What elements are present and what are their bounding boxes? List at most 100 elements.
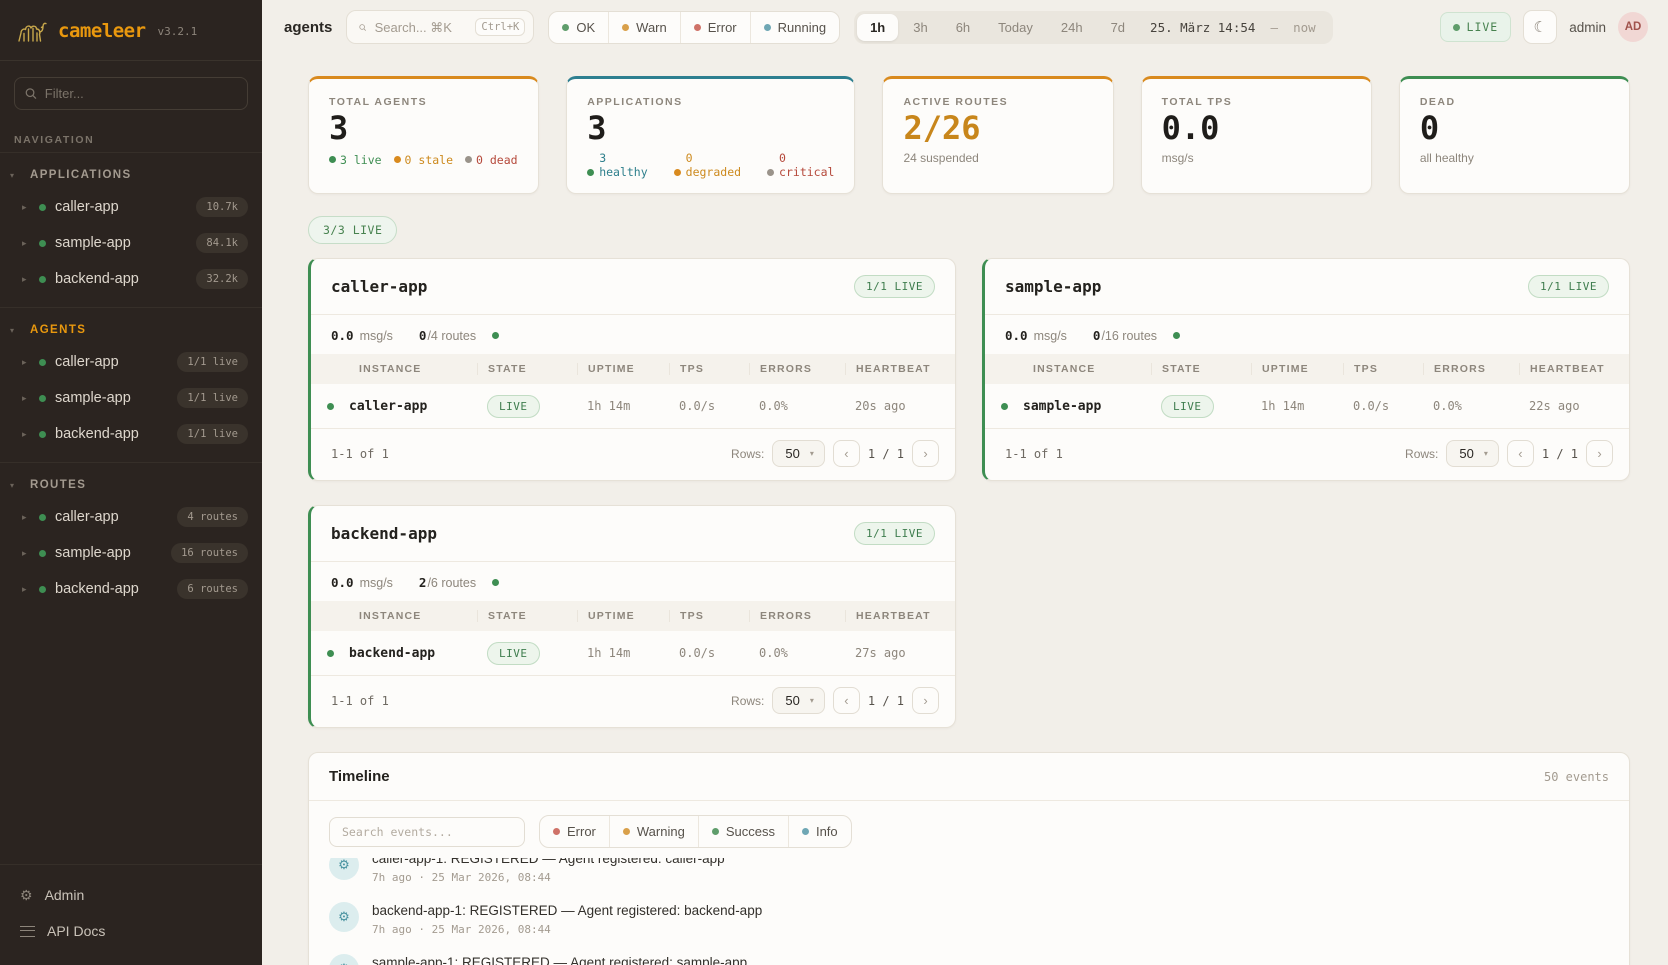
chevron-right-icon: ▸ [22,237,27,248]
chevron-right-icon: ▸ [22,201,27,212]
sidebar-item-admin[interactable]: ⚙ Admin [20,887,85,903]
next-page-button[interactable]: › [912,687,939,714]
app-live-badge: 1/1 LIVE [854,522,935,545]
user-name: admin [1569,19,1606,35]
filter-running-button[interactable]: Running [749,11,839,43]
next-page-button[interactable]: › [912,440,939,467]
count-badge: 32.2k [196,269,248,289]
avatar[interactable]: AD [1618,12,1648,42]
sidebar-item-agents-backend-app[interactable]: ▸ backend-app 1/1 live [0,416,262,452]
section-header-applications[interactable]: ▾ APPLICATIONS [0,159,262,189]
stat-sub: all healthy [1419,150,1474,165]
range-24h-button[interactable]: 24h [1048,14,1096,41]
prev-page-button[interactable]: ‹ [832,687,860,714]
content: TOTAL AGENTS 3 3 live 0 stale 0 dead APP… [262,54,1668,965]
live-status-badge: LIVE [1439,12,1512,42]
prev-page-button[interactable]: ‹ [1506,440,1534,467]
search-icon [25,88,37,99]
column-header: STATE [477,610,577,622]
caret-down-icon: ▾ [10,325,15,335]
status-filter-group: OK Warn Error Running [548,10,841,44]
next-page-button[interactable]: › [1586,440,1613,467]
state-badge: LIVE [487,642,540,665]
timeline-events-list[interactable]: ⚙ caller-app-1: REGISTERED — Agent regis… [309,858,1629,965]
sidebar-item-routes-caller-app[interactable]: ▸ caller-app 4 routes [0,499,262,535]
apps-grid: caller-app 1/1 LIVE 0.0 msg/s 0/4 routes… [308,258,1630,728]
prev-page-button[interactable]: ‹ [832,440,860,467]
table-row[interactable]: caller-app LIVE 1h 14m 0.0/s 0.0% 20s ag… [311,384,955,429]
column-header: UPTIME [577,363,669,375]
section-header-agents[interactable]: ▾ AGENTS [0,314,262,344]
column-header: UPTIME [577,610,669,622]
sidebar-section-agents: ▾ AGENTS ▸ caller-app 1/1 live ▸ sample-… [0,307,262,462]
status-dot [39,549,46,557]
caret-down-icon: ▾ [10,170,15,180]
app-stats-line: 0.0 msg/s 0/16 routes [985,315,1629,354]
filter-warning-button[interactable]: Warning [608,816,698,847]
filter-error-button[interactable]: Error [540,816,609,847]
app-live-badge: 1/1 LIVE [1528,275,1609,298]
section-header-routes[interactable]: ▾ ROUTES [0,469,262,499]
sidebar-item-applications-caller-app[interactable]: ▸ caller-app 10.7k [0,189,262,225]
range-1h-button[interactable]: 1h [857,13,899,41]
sidebar-footer: ⚙ Admin API Docs [0,864,262,965]
table-row[interactable]: sample-app LIVE 1h 14m 0.0/s 0.0% 22s ag… [985,384,1629,429]
status-dot [39,358,46,366]
sidebar-section-routes: ▾ ROUTES ▸ caller-app 4 routes ▸ sample-… [0,462,262,617]
chevron-right-icon: ▸ [22,511,27,522]
rows-per-page-select[interactable]: 50 ▾ [772,440,825,467]
rows-per-page-select[interactable]: 50 ▾ [1446,440,1499,467]
filter-success-button[interactable]: Success [697,816,788,847]
sidebar-item-applications-backend-app[interactable]: ▸ backend-app 32.2k [0,261,262,297]
global-search-input[interactable] [374,19,468,35]
table-footer: 1-1 of 1 Rows: 50 ▾ ‹ 1 / 1 › [985,429,1629,480]
brand-version: v3.2.1 [157,24,198,38]
column-header: UPTIME [1251,363,1343,375]
brand[interactable]: cameleer v3.2.1 [0,0,262,61]
caret-down-icon: ▾ [809,696,814,705]
timeline-event[interactable]: ⚙ caller-app-1: REGISTERED — Agent regis… [329,858,1609,893]
status-dot [39,430,46,438]
stats-row: TOTAL AGENTS 3 3 live 0 stale 0 dead APP… [308,76,1630,194]
chevron-left-icon: ‹ [844,446,849,461]
column-header: HEARTBEAT [845,610,955,622]
filter-ok-button[interactable]: OK [549,12,608,43]
rows-per-page-select[interactable]: 50 ▾ [772,687,825,714]
status-dot [39,275,46,283]
filter-error-button[interactable]: Error [679,11,750,43]
filter-info-button[interactable]: Info [787,816,851,847]
sidebar-filter-input[interactable] [44,86,237,101]
theme-toggle-button[interactable]: ☾ [1523,10,1558,44]
chevron-left-icon: ‹ [1518,446,1523,461]
chevron-right-icon: › [1597,446,1602,461]
sidebar-item-routes-sample-app[interactable]: ▸ sample-app 16 routes [0,535,262,571]
section-title: AGENTS [30,324,87,336]
error-dot [693,23,701,31]
apps-critical-part: 0 critical [767,151,834,180]
filter-warn-button[interactable]: Warn [608,11,680,43]
status-dot [39,394,46,402]
sidebar-item-api-docs[interactable]: API Docs [0,913,262,949]
timeline-search-input[interactable] [342,824,512,839]
navigation-label: NAVIGATION [14,134,95,146]
page-indicator: 1 / 1 [1541,446,1578,461]
stat-value: 0.0 [1161,109,1220,147]
timeline-event[interactable]: ⚙ backend-app-1: REGISTERED — Agent regi… [329,893,1609,945]
table-row[interactable]: backend-app LIVE 1h 14m 0.0/s 0.0% 27s a… [311,631,955,676]
status-dot [39,513,46,521]
sidebar-item-agents-sample-app[interactable]: ▸ sample-app 1/1 live [0,380,262,416]
sidebar-item-agents-caller-app[interactable]: ▸ caller-app 1/1 live [0,344,262,380]
sidebar-item-routes-backend-app[interactable]: ▸ backend-app 6 routes [0,571,262,607]
range-today-button[interactable]: Today [985,14,1046,41]
list-icon [20,925,35,937]
range-3h-button[interactable]: 3h [900,14,940,41]
dead-dot [465,156,473,164]
error-dot [553,828,560,835]
sidebar: cameleer v3.2.1 NAVIGATION ▾ APPLICATION… [0,0,262,965]
timeline-event[interactable]: ⚙ sample-app-1: REGISTERED — Agent regis… [329,945,1609,965]
time-range-group: 1h 3h 6h Today 24h 7d 25. März 14:54 — n… [854,10,1333,44]
range-7d-button[interactable]: 7d [1098,14,1138,41]
main-area: agents Ctrl+K OK Warn Error [262,0,1668,965]
range-6h-button[interactable]: 6h [943,14,983,41]
sidebar-item-applications-sample-app[interactable]: ▸ sample-app 84.1k [0,225,262,261]
